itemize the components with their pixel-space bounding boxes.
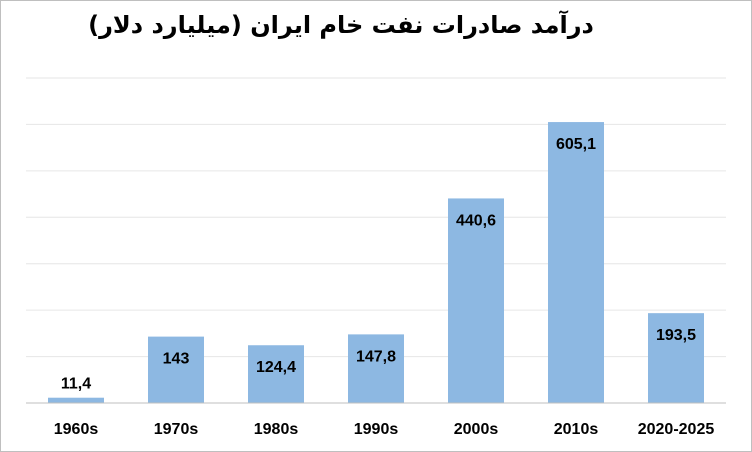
data-label-1960s: 11,4 xyxy=(61,376,91,393)
bar-2000s xyxy=(448,198,504,403)
bar-1980s xyxy=(248,345,304,403)
data-label-2010s: 605,1 xyxy=(556,136,596,153)
x-axis-ticks: 1960s 1970s 1980s 1990s 2000s 2010s 2020-2025 xyxy=(54,421,715,438)
x-tick-label-1970s: 1970s xyxy=(154,421,199,438)
bar-1990s xyxy=(348,334,404,403)
bar-2020-2025 xyxy=(648,313,704,403)
data-label-1980s: 124,4 xyxy=(256,359,296,376)
bar-1960s xyxy=(48,397,104,403)
data-label-2020-2025: 193,5 xyxy=(656,327,696,344)
x-tick-label-1980s: 1980s xyxy=(254,421,299,438)
data-labels: 11,4 143 124,4 147,8 440,6 605,1 193,5 xyxy=(61,136,696,393)
gridlines xyxy=(26,77,726,358)
x-tick-label-2020-2025: 2020-2025 xyxy=(638,421,715,438)
bars xyxy=(48,122,704,403)
x-tick-label-2010s: 2010s xyxy=(554,421,599,438)
chart-title: درآمد صادرات نفت خام ایران (میلیارد دلار… xyxy=(88,11,594,39)
x-tick-label-1960s: 1960s xyxy=(54,421,99,438)
data-label-2000s: 440,6 xyxy=(456,212,496,229)
bar-2010s xyxy=(548,122,604,403)
data-label-1990s: 147,8 xyxy=(356,348,396,365)
data-label-1970s: 143 xyxy=(163,351,190,368)
x-tick-label-2000s: 2000s xyxy=(454,421,499,438)
bar-1970s xyxy=(148,336,204,403)
x-tick-label-1990s: 1990s xyxy=(354,421,399,438)
